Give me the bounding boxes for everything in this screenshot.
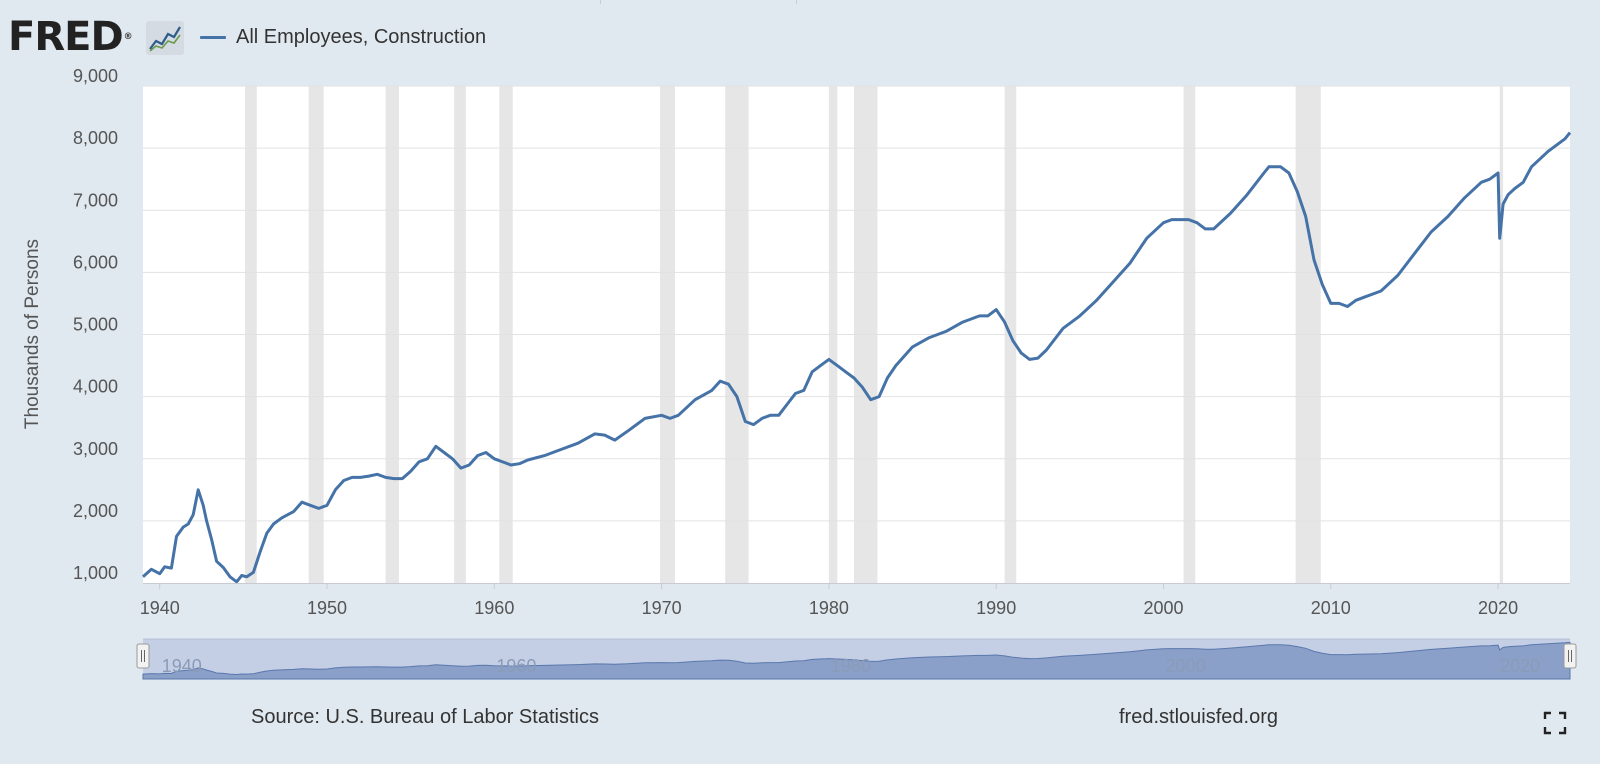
- legend-swatch: [200, 35, 226, 39]
- x-tick-label: 1970: [642, 598, 682, 618]
- graph-logo-icon: [146, 21, 184, 55]
- y-tick-label: 2,000: [73, 501, 118, 521]
- navigator-tick-label: 1940: [162, 656, 202, 676]
- navigator-handle-left[interactable]: [136, 643, 150, 669]
- axes: 1,000 2,000 3,000 4,000 5,000 6,000 7,000 8,000…: [73, 66, 1570, 618]
- legend-label: All Employees, Construction: [236, 25, 487, 48]
- top-divider-tick: [796, 0, 797, 4]
- y-tick-label: 6,000: [73, 252, 118, 272]
- navigator-tick-label: 2020: [1500, 656, 1540, 676]
- y-tick-label: 1,000: [73, 563, 118, 583]
- y-tick-label: 7,000: [73, 190, 118, 210]
- site-link[interactable]: fred.stlouisfed.org: [1119, 706, 1278, 728]
- series-layer: [142, 131, 1572, 584]
- y-tick-label: 8,000: [73, 128, 118, 148]
- navigator-tick-label: 1960: [496, 656, 536, 676]
- navigator-handle-right[interactable]: [1563, 643, 1577, 669]
- x-tick-label: 2020: [1478, 598, 1518, 618]
- fred-logo[interactable]: FRED®: [8, 12, 133, 62]
- x-tick-label: 1940: [140, 598, 180, 618]
- navigator-handle-box: [1563, 643, 1577, 669]
- x-tick-label: 2000: [1143, 598, 1183, 618]
- series-line: [142, 131, 1572, 584]
- y-tick-label: 9,000: [73, 66, 118, 86]
- navigator-handle-box: [136, 643, 150, 669]
- navigator-series-area: [142, 641, 1571, 680]
- x-tick-label: 1950: [307, 598, 347, 618]
- x-tick-label: 1990: [976, 598, 1016, 618]
- navigator-tick-label: 2000: [1165, 656, 1205, 676]
- x-tick-label: 1960: [474, 598, 514, 618]
- fred-logo-reg: ®: [123, 32, 133, 42]
- horizontal-gridlines: [143, 85, 1570, 522]
- legend[interactable]: All Employees, Construction: [200, 22, 486, 52]
- navigator-tick-label: 1980: [831, 656, 871, 676]
- y-tick-label: 5,000: [73, 315, 118, 335]
- fullscreen-icon[interactable]: [1543, 711, 1567, 735]
- chart-header: FRED® All Employees, Construction: [0, 0, 1600, 75]
- top-divider-tick: [600, 0, 601, 4]
- navigator[interactable]: 1940 1960 1980 2000 2020: [136, 638, 1577, 680]
- y-tick-label: 4,000: [73, 377, 118, 397]
- x-tick-label: 2010: [1311, 598, 1351, 618]
- source-text: Source: U.S. Bureau of Labor Statistics: [251, 706, 599, 728]
- fred-logo-text: FRED: [8, 14, 124, 60]
- y-tick-label: 3,000: [73, 439, 118, 459]
- x-tick-label: 1980: [809, 598, 849, 618]
- y-axis-label: Thousands of Persons: [22, 239, 43, 429]
